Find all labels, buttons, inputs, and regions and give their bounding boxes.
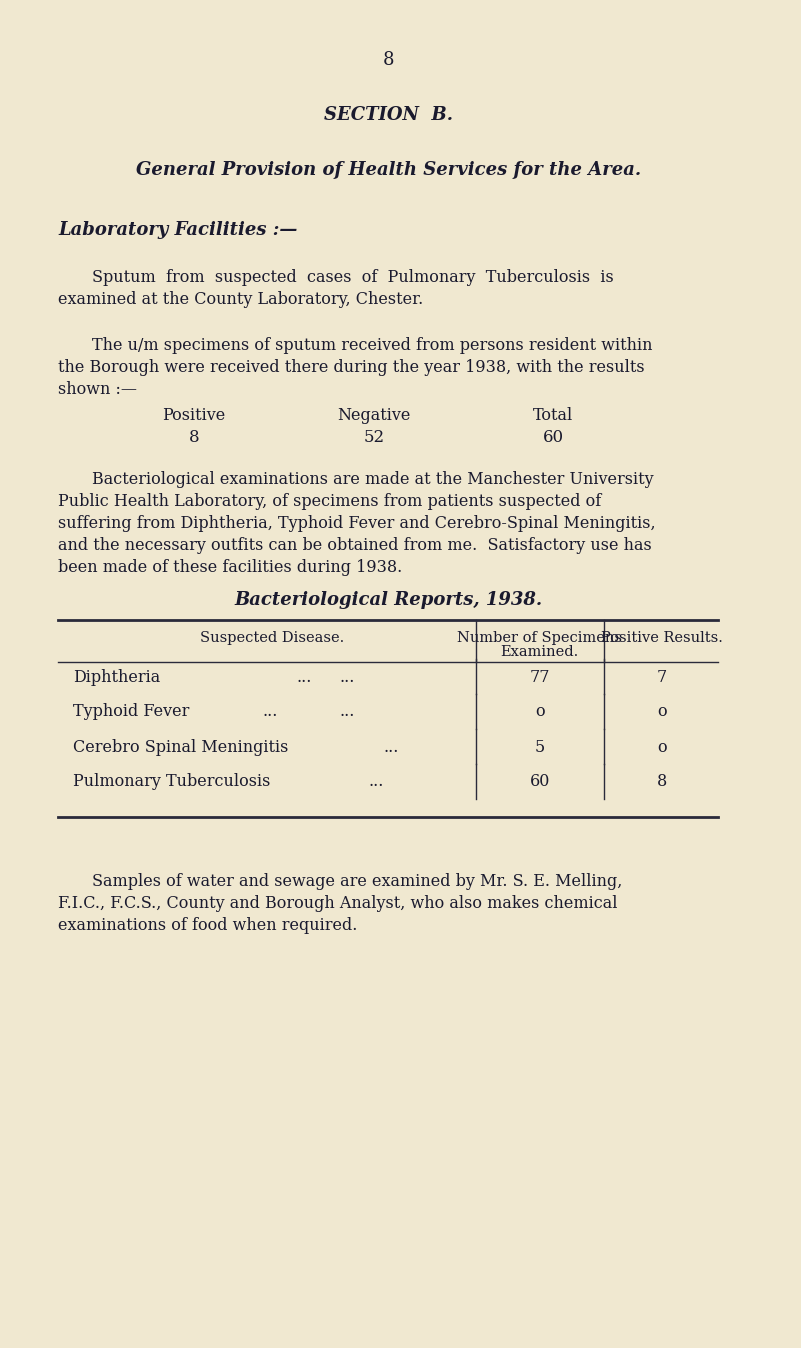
Text: o: o xyxy=(658,704,667,720)
Text: Number of Specimens: Number of Specimens xyxy=(457,631,622,644)
Text: ...: ... xyxy=(262,704,277,720)
Text: General Provision of Health Services for the Area.: General Provision of Health Services for… xyxy=(136,160,641,179)
Text: Total: Total xyxy=(533,407,574,423)
Text: Cerebro Spinal Meningitis: Cerebro Spinal Meningitis xyxy=(73,739,288,755)
Text: suffering from Diphtheria, Typhoid Fever and Cerebro-Spinal Meningitis,: suffering from Diphtheria, Typhoid Fever… xyxy=(58,515,656,532)
Text: Bacteriological examinations are made at the Manchester University: Bacteriological examinations are made at… xyxy=(92,472,654,488)
Text: ...: ... xyxy=(340,669,355,686)
Text: ...: ... xyxy=(369,774,384,790)
Text: 60: 60 xyxy=(529,774,550,790)
Text: Suspected Disease.: Suspected Disease. xyxy=(199,631,344,644)
Text: examined at the County Laboratory, Chester.: examined at the County Laboratory, Chest… xyxy=(58,291,424,309)
Text: Laboratory Facilities :—: Laboratory Facilities :— xyxy=(58,221,298,239)
Text: Pulmonary Tuberculosis: Pulmonary Tuberculosis xyxy=(73,774,270,790)
Text: been made of these facilities during 1938.: been made of these facilities during 193… xyxy=(58,559,402,577)
Text: 8: 8 xyxy=(383,51,394,69)
Text: Examined.: Examined. xyxy=(501,644,579,659)
Text: 8: 8 xyxy=(657,774,667,790)
Text: Sputum  from  suspected  cases  of  Pulmonary  Tuberculosis  is: Sputum from suspected cases of Pulmonary… xyxy=(92,270,614,287)
Text: Positive: Positive xyxy=(163,407,226,423)
Text: 5: 5 xyxy=(534,739,545,755)
Text: F.I.C., F.C.S., County and Borough Analyst, who also makes chemical: F.I.C., F.C.S., County and Borough Analy… xyxy=(58,895,618,913)
Text: Negative: Negative xyxy=(337,407,410,423)
Text: Diphtheria: Diphtheria xyxy=(73,669,160,686)
Text: shown :—: shown :— xyxy=(58,380,137,398)
Text: examinations of food when required.: examinations of food when required. xyxy=(58,918,357,934)
Text: ...: ... xyxy=(384,739,399,755)
Text: Public Health Laboratory, of specimens from patients suspected of: Public Health Laboratory, of specimens f… xyxy=(58,493,602,511)
Text: Positive Results.: Positive Results. xyxy=(602,631,723,644)
Text: and the necessary outfits can be obtained from me.  Satisfactory use has: and the necessary outfits can be obtaine… xyxy=(58,538,652,554)
Text: Bacteriological Reports, 1938.: Bacteriological Reports, 1938. xyxy=(234,590,542,609)
Text: ...: ... xyxy=(340,704,355,720)
Text: ...: ... xyxy=(296,669,312,686)
Text: 8: 8 xyxy=(189,430,199,446)
Text: 52: 52 xyxy=(363,430,384,446)
Text: 60: 60 xyxy=(543,430,564,446)
Text: Samples of water and sewage are examined by Mr. S. E. Melling,: Samples of water and sewage are examined… xyxy=(92,874,622,891)
Text: o: o xyxy=(535,704,545,720)
Text: 77: 77 xyxy=(529,669,550,686)
Text: o: o xyxy=(658,739,667,755)
Text: SECTION  B.: SECTION B. xyxy=(324,106,453,124)
Text: 7: 7 xyxy=(657,669,667,686)
Text: the Borough were received there during the year 1938, with the results: the Borough were received there during t… xyxy=(58,359,645,376)
Text: The u/m specimens of sputum received from persons resident within: The u/m specimens of sputum received fro… xyxy=(92,337,653,353)
Text: Typhoid Fever: Typhoid Fever xyxy=(73,704,189,720)
